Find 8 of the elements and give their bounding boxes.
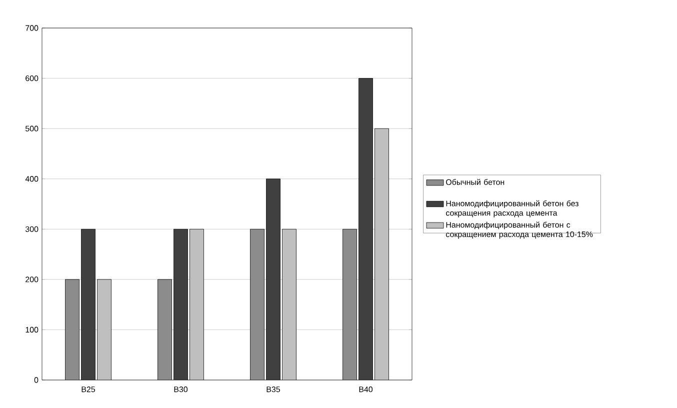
bar <box>342 228 357 380</box>
bar <box>174 228 188 380</box>
bar <box>81 228 96 380</box>
bar <box>266 178 280 380</box>
bar <box>250 228 264 380</box>
bar <box>65 279 80 380</box>
bar <box>158 279 172 380</box>
bar <box>358 78 373 380</box>
